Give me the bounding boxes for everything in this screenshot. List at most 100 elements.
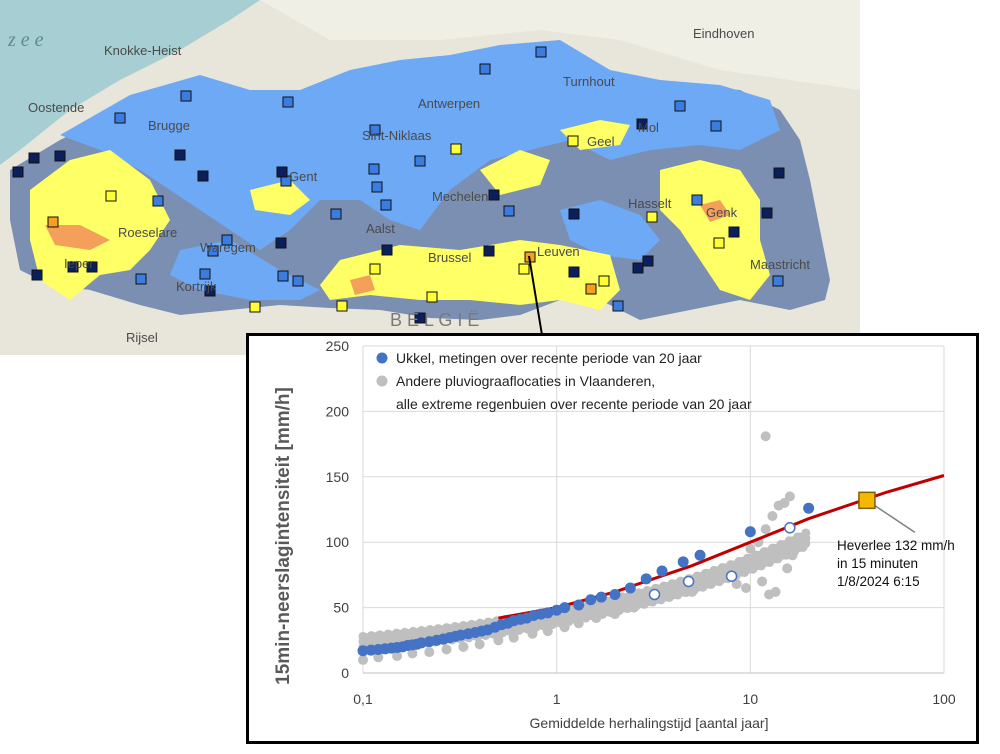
ukkel-hollow-point bbox=[784, 522, 796, 534]
ukkel-point bbox=[542, 607, 554, 619]
map-sea-label: z e e bbox=[7, 29, 44, 51]
map-city-label: Sint-Niklaas bbox=[362, 128, 432, 143]
other-location-point bbox=[474, 639, 485, 650]
ukkel-point bbox=[357, 645, 369, 657]
map-station-marker bbox=[414, 312, 426, 324]
ukkel-point bbox=[744, 526, 756, 538]
map-station-marker bbox=[12, 166, 24, 178]
map-city-label: Oostende bbox=[28, 100, 84, 115]
map-station-marker bbox=[612, 300, 624, 312]
legend-marker-other bbox=[376, 375, 388, 387]
map-city-label: Brussel bbox=[428, 250, 471, 265]
map-station-marker bbox=[773, 167, 785, 179]
other-location-point bbox=[784, 491, 795, 502]
map-station-marker bbox=[503, 205, 515, 217]
legend-entry: Andere pluviograaflocaties in Vlaanderen… bbox=[396, 373, 655, 389]
map-zone-yellow-mid bbox=[480, 150, 550, 195]
map-station-marker bbox=[567, 135, 579, 147]
other-location-point bbox=[424, 647, 435, 658]
annotation-connector bbox=[528, 255, 543, 336]
other-location-point bbox=[782, 563, 793, 574]
ukkel-point bbox=[585, 594, 597, 606]
ukkel-hollow-point bbox=[725, 570, 738, 582]
x-tick-label: 100 bbox=[932, 691, 956, 707]
map-zone-orange-central bbox=[350, 275, 375, 295]
y-tick-label: 150 bbox=[326, 469, 350, 485]
other-location-point bbox=[760, 431, 771, 442]
other-location-point bbox=[731, 579, 742, 590]
chart-legend: Ukkel, metingen over recente periode van… bbox=[376, 350, 752, 412]
map-station-marker bbox=[86, 261, 98, 273]
map-station-marker bbox=[479, 63, 491, 75]
ukkel-point bbox=[803, 502, 815, 514]
other-location-point bbox=[767, 511, 778, 522]
map-station-marker bbox=[728, 226, 740, 238]
map-station-marker bbox=[450, 143, 462, 155]
other-location-point bbox=[358, 654, 368, 665]
other-location-point bbox=[770, 586, 781, 597]
map-station-marker bbox=[598, 275, 610, 287]
map-station-marker bbox=[152, 195, 164, 207]
y-tick-label: 100 bbox=[326, 534, 350, 550]
map-city-label: Turnhout bbox=[563, 74, 615, 89]
map-city-label: Gent bbox=[289, 169, 318, 184]
annotation-text: in 15 minuten bbox=[837, 556, 918, 571]
map-station-marker bbox=[54, 150, 66, 162]
map-station-marker bbox=[585, 283, 597, 295]
map-zone-yellow-west bbox=[30, 150, 170, 300]
chart-ticks: 0 50 100 150 200 250 0,1 1 10 100 bbox=[326, 338, 956, 707]
map-city-label: Ieper bbox=[64, 256, 94, 271]
legend-marker-ukkel bbox=[376, 352, 388, 364]
map-zone-yellow-central bbox=[320, 240, 620, 310]
map-station-marker bbox=[114, 112, 126, 124]
ukkel-point bbox=[595, 591, 607, 603]
map-station-marker bbox=[249, 301, 261, 313]
series-ukkel bbox=[357, 502, 815, 657]
y-tick-label: 0 bbox=[341, 665, 349, 681]
map-station-marker bbox=[713, 237, 725, 249]
chart-grid bbox=[362, 345, 945, 674]
map-station-marker bbox=[105, 190, 117, 202]
other-location-point bbox=[760, 524, 771, 535]
map-city-label: Genk bbox=[706, 205, 738, 220]
chart-svg: 0 50 100 150 200 250 0,1 1 10 100 Ukkel, metingen… bbox=[273, 338, 956, 731]
ukkel-point bbox=[677, 556, 689, 568]
map-station-marker bbox=[28, 152, 40, 164]
map-station-marker bbox=[483, 245, 495, 257]
map-neighbour-region bbox=[260, 0, 860, 90]
map-station-marker bbox=[135, 273, 147, 285]
other-location-point bbox=[441, 644, 452, 655]
map-station-marker bbox=[336, 300, 348, 312]
map-station-marker bbox=[174, 149, 186, 161]
map-city-label: Waregem bbox=[200, 240, 256, 255]
map-station-marker bbox=[646, 211, 658, 223]
x-tick-label: 1 bbox=[553, 691, 561, 707]
map-zone-orange-west bbox=[45, 225, 110, 250]
map-station-marker bbox=[197, 170, 209, 182]
ukkel-hollow-point bbox=[682, 575, 695, 588]
ukkel-point bbox=[656, 565, 668, 577]
map-station-marker bbox=[292, 275, 304, 287]
chart-panel: 0 50 100 150 200 250 0,1 1 10 100 Ukkel, metingen… bbox=[246, 333, 979, 744]
map-station-marker bbox=[31, 269, 43, 281]
x-axis-label: Gemiddelde herhalingstijd [aantal jaar] bbox=[530, 715, 769, 731]
map-zone-light-blue bbox=[60, 40, 780, 250]
map-station-marker bbox=[535, 46, 547, 58]
annotation-text: Heverlee 132 mm/h bbox=[837, 538, 955, 553]
map-city-label: Knokke-Heist bbox=[104, 43, 182, 58]
legend-entry: alle extreme regenbuien over recente per… bbox=[396, 396, 752, 412]
other-location-point bbox=[757, 576, 768, 587]
ukkel-point bbox=[694, 549, 706, 561]
ukkel-point bbox=[573, 599, 585, 611]
y-tick-label: 50 bbox=[333, 600, 349, 616]
map-city-label: Brugge bbox=[148, 118, 190, 133]
map-station-marker bbox=[636, 118, 648, 130]
y-tick-label: 200 bbox=[326, 403, 350, 419]
map-station-marker bbox=[568, 266, 580, 278]
map-sea bbox=[0, 0, 260, 165]
other-location-point bbox=[741, 582, 752, 593]
map-station-marker bbox=[710, 120, 722, 132]
map-station-marker bbox=[414, 155, 426, 167]
map-city-label: Hasselt bbox=[628, 196, 672, 211]
map-station-marker bbox=[381, 244, 393, 256]
